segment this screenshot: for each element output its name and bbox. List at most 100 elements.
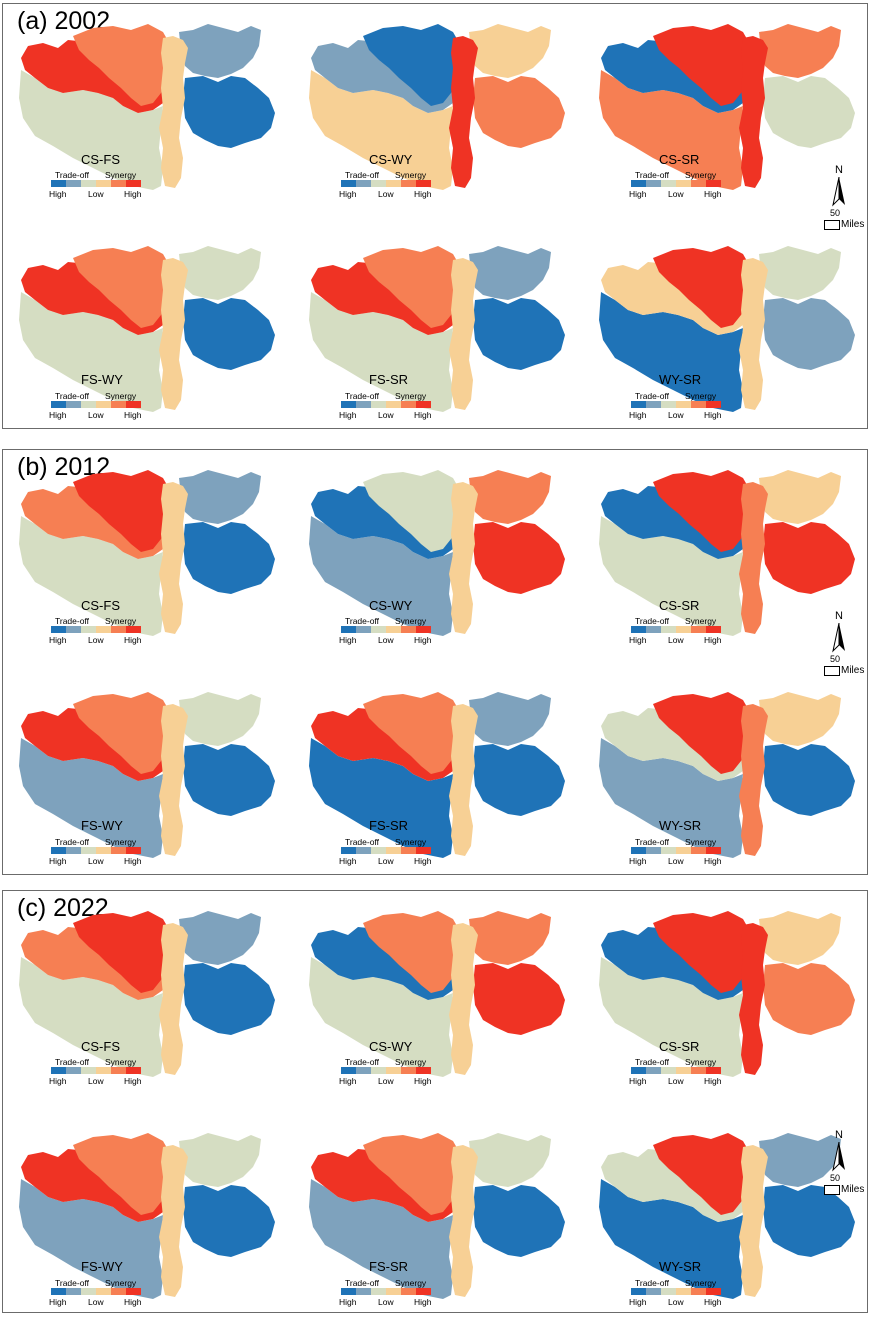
legend-high-left: High <box>49 410 67 420</box>
legend-tradeoff: Trade-off <box>55 837 90 847</box>
legend-swatch <box>73 1288 81 1295</box>
map-region-4 <box>179 1133 261 1187</box>
legend-swatch <box>706 1067 714 1074</box>
map-region-5 <box>183 744 275 816</box>
legend-high-right: High <box>124 856 142 866</box>
map-region-6 <box>19 738 163 858</box>
legend-swatch <box>96 1288 104 1295</box>
legend-swatch <box>111 401 119 408</box>
legend-color-bar <box>631 1288 721 1295</box>
legend-synergy: Synergy <box>105 616 137 626</box>
legend-color-bar <box>341 1288 431 1295</box>
basin-map-svg <box>19 246 275 412</box>
legend-swatch <box>408 1288 416 1295</box>
legend-swatch <box>706 180 714 187</box>
map-region-6 <box>19 70 163 190</box>
legend-swatch <box>51 847 59 854</box>
legend-tradeoff: Trade-off <box>635 837 670 847</box>
legend-swatch <box>401 847 409 854</box>
legend-synergy: Synergy <box>105 170 137 180</box>
legend-high-right: High <box>124 1076 142 1086</box>
legend-swatch <box>668 401 676 408</box>
map-label: CS-WY <box>369 152 413 167</box>
map-region-5 <box>473 1185 565 1257</box>
north-letter: N <box>835 1129 843 1141</box>
legend-swatch <box>393 401 401 408</box>
basin-map <box>303 1127 573 1312</box>
legend-swatch <box>363 847 371 854</box>
legend-swatch <box>81 180 89 187</box>
legend-low: Low <box>668 856 684 866</box>
map-region-4 <box>469 911 551 965</box>
map-legend: Trade-off Synergy High Low High <box>339 391 434 431</box>
legend-swatch <box>713 1288 721 1295</box>
legend-high-right: High <box>124 635 142 645</box>
legend-swatch <box>73 401 81 408</box>
legend-swatch <box>96 626 104 633</box>
legend-swatch <box>661 626 669 633</box>
map-region-2 <box>73 692 173 774</box>
legend-color-bar <box>341 626 431 633</box>
legend-synergy: Synergy <box>105 391 137 401</box>
legend-swatch <box>653 847 661 854</box>
legend-synergy: Synergy <box>685 837 717 847</box>
legend-swatch <box>341 401 349 408</box>
legend-swatch <box>363 180 371 187</box>
legend-swatch <box>401 1288 409 1295</box>
legend-swatch <box>408 1067 416 1074</box>
basin-map-svg <box>309 24 565 190</box>
scale-unit: Miles <box>841 219 865 230</box>
legend-high-right: High <box>704 856 722 866</box>
legend-swatch <box>58 401 66 408</box>
legend-swatch <box>66 847 74 854</box>
legend-swatch <box>668 1288 676 1295</box>
legend-swatch <box>66 1067 74 1074</box>
legend-high-left: High <box>629 856 647 866</box>
legend-low: Low <box>378 410 394 420</box>
legend-high-left: High <box>339 856 357 866</box>
legend-swatch <box>706 1288 714 1295</box>
map-region-5 <box>763 963 855 1035</box>
legend-low: Low <box>88 410 104 420</box>
legend-swatch <box>698 847 706 854</box>
legend-swatch <box>81 401 89 408</box>
map-region-5 <box>473 76 565 148</box>
legend-high-right: High <box>704 189 722 199</box>
legend-swatch <box>698 1288 706 1295</box>
map-region-2 <box>363 470 463 552</box>
legend-high-right: High <box>414 1297 432 1307</box>
legend-high-right: High <box>704 410 722 420</box>
legend-color-bar <box>631 180 721 187</box>
legend-swatch <box>683 1067 691 1074</box>
legend-swatch <box>371 1288 379 1295</box>
legend-swatch <box>668 626 676 633</box>
panel-2: (b) 2012 CS-FS Trade-off Synergy High Low High… <box>2 449 868 875</box>
legend-low: Low <box>668 1076 684 1086</box>
legend-swatch <box>713 1067 721 1074</box>
legend-swatch <box>51 401 59 408</box>
legend-swatch <box>363 626 371 633</box>
map-label: FS-WY <box>81 1259 123 1274</box>
legend-swatch <box>66 626 74 633</box>
legend-swatch <box>631 401 639 408</box>
map-region-3 <box>739 923 768 1075</box>
scale-value: 50 <box>830 208 841 218</box>
legend-swatch <box>401 401 409 408</box>
basin-map <box>303 905 573 1090</box>
legend-low: Low <box>378 856 394 866</box>
legend-swatch <box>341 847 349 854</box>
legend-swatch <box>126 1067 134 1074</box>
map-legend: Trade-off Synergy High Low High <box>629 837 724 877</box>
legend-swatch <box>51 180 59 187</box>
basin-map-svg <box>19 1133 275 1299</box>
arrow-half-dark <box>839 1142 845 1170</box>
map-legend: Trade-off Synergy High Low High <box>339 837 434 877</box>
basin-map <box>593 18 863 203</box>
legend-swatch <box>378 401 386 408</box>
legend-swatch <box>111 847 119 854</box>
map-region-2 <box>73 470 173 552</box>
legend-swatch <box>371 626 379 633</box>
map-region-6 <box>19 957 163 1077</box>
scale-bar <box>824 220 840 230</box>
legend-swatch <box>401 626 409 633</box>
